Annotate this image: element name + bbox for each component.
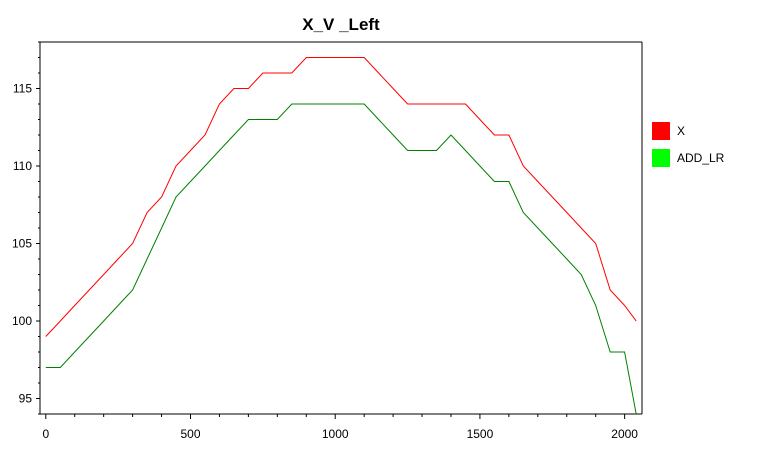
series-line-x bbox=[45, 57, 637, 337]
y-tick-label: 115 bbox=[13, 82, 32, 96]
plot-frame bbox=[39, 41, 643, 415]
series-line-add-lr bbox=[45, 103, 637, 415]
series-lines bbox=[45, 57, 637, 415]
x-tick-label: 500 bbox=[180, 427, 200, 441]
legend-swatch bbox=[652, 149, 670, 167]
legend: X ADD_LR bbox=[652, 122, 725, 167]
legend-label: X bbox=[677, 124, 685, 138]
x-tick-label: 2000 bbox=[611, 427, 638, 441]
y-axis-ticks: 95 100 105 110 115 bbox=[12, 41, 40, 415]
x-tick-label: 0 bbox=[42, 427, 49, 441]
x-tick-label: 1500 bbox=[467, 427, 494, 441]
x-tick-label: 1000 bbox=[322, 427, 349, 441]
y-tick-label: 95 bbox=[19, 392, 33, 406]
y-tick-label: 100 bbox=[12, 314, 32, 328]
legend-swatch bbox=[652, 122, 670, 140]
legend-label: ADD_LR bbox=[677, 151, 725, 165]
x-axis-ticks: 0 500 1000 1500 2000 bbox=[42, 414, 638, 441]
y-tick-label: 110 bbox=[13, 159, 32, 173]
chart-title: X_V _Left bbox=[302, 15, 380, 34]
y-tick-label: 105 bbox=[12, 237, 32, 251]
